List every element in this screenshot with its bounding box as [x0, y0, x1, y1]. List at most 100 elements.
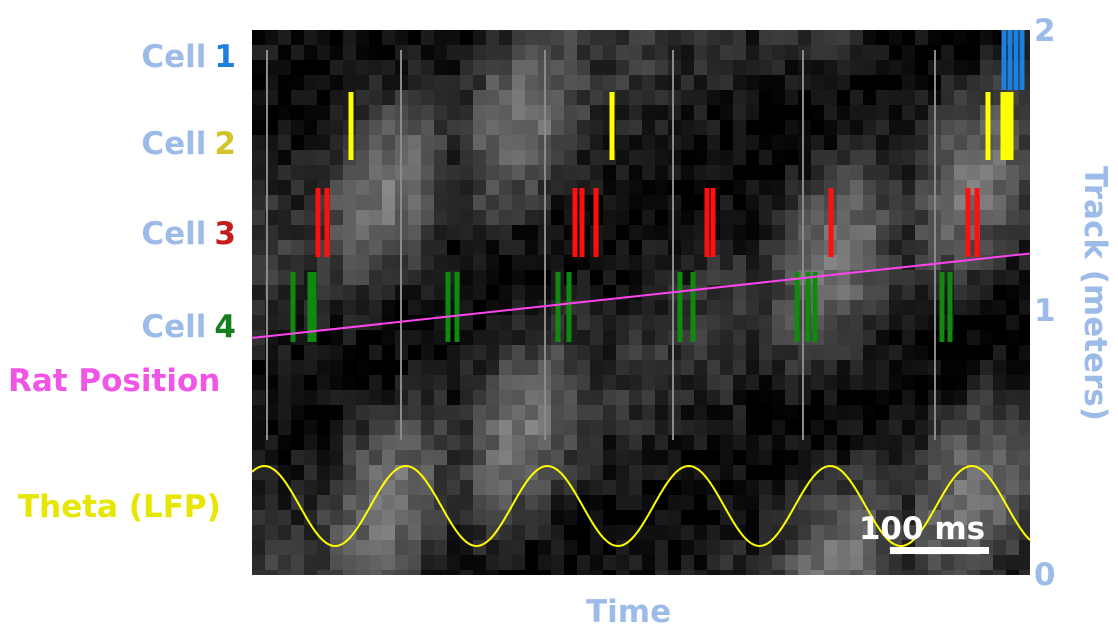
- cell-2-label: Cell 2: [6, 129, 236, 160]
- heatmap-cell: [473, 105, 486, 120]
- heatmap-cell: [733, 180, 746, 195]
- heatmap-cell: [499, 435, 512, 450]
- heatmap-cell: [265, 285, 278, 300]
- spike-cell-4: [454, 272, 460, 342]
- heatmap-cell: [772, 270, 785, 285]
- heatmap-cell: [408, 540, 421, 555]
- heatmap-cell: [681, 540, 694, 555]
- heatmap-cell: [1006, 480, 1019, 495]
- heatmap-cell: [330, 525, 343, 540]
- heatmap-cell: [720, 375, 733, 390]
- heatmap-cell: [681, 195, 694, 210]
- heatmap-cell: [395, 570, 408, 575]
- heatmap-cell: [941, 525, 954, 540]
- heatmap-cell: [837, 420, 850, 435]
- heatmap-cell: [473, 540, 486, 555]
- heatmap-cell: [785, 405, 798, 420]
- heatmap-cell: [577, 345, 590, 360]
- heatmap-cell: [382, 330, 395, 345]
- heatmap-cell: [720, 540, 733, 555]
- heatmap-cell: [265, 390, 278, 405]
- heatmap-cell: [772, 285, 785, 300]
- heatmap-cell: [616, 195, 629, 210]
- heatmap-cell: [512, 405, 525, 420]
- heatmap-cell: [577, 150, 590, 165]
- heatmap-cell: [551, 555, 564, 570]
- heatmap-cell: [759, 375, 772, 390]
- heatmap-cell: [460, 525, 473, 540]
- heatmap-cell: [915, 75, 928, 90]
- heatmap-cell: [369, 435, 382, 450]
- heatmap-cell: [759, 390, 772, 405]
- heatmap-cell: [512, 165, 525, 180]
- heatmap-cell: [1019, 480, 1030, 495]
- heatmap-cell: [356, 300, 369, 315]
- heatmap-cell: [408, 105, 421, 120]
- heatmap-cell: [759, 435, 772, 450]
- heatmap-cell: [954, 345, 967, 360]
- heatmap-cell: [369, 495, 382, 510]
- heatmap-cell: [902, 525, 915, 540]
- heatmap-cell: [954, 495, 967, 510]
- heatmap-cell: [434, 285, 447, 300]
- heatmap-cell: [746, 555, 759, 570]
- heatmap-cell: [421, 135, 434, 150]
- heatmap-cell: [655, 240, 668, 255]
- heatmap-cell: [655, 225, 668, 240]
- heatmap-cell: [889, 270, 902, 285]
- heatmap-cell: [538, 540, 551, 555]
- heatmap-cell: [252, 270, 265, 285]
- heatmap-cell: [889, 225, 902, 240]
- heatmap-cell: [733, 345, 746, 360]
- heatmap-cell: [720, 60, 733, 75]
- heatmap-cell: [278, 150, 291, 165]
- heatmap-cell: [525, 120, 538, 135]
- heatmap-cell: [408, 435, 421, 450]
- heatmap-cell: [668, 540, 681, 555]
- heatmap-cell: [681, 480, 694, 495]
- heatmap-cell: [330, 210, 343, 225]
- heatmap-cell: [941, 405, 954, 420]
- heatmap-cell: [889, 45, 902, 60]
- heatmap-cell: [343, 210, 356, 225]
- heatmap-cell: [889, 465, 902, 480]
- heatmap-cell: [278, 75, 291, 90]
- heatmap-cell: [278, 495, 291, 510]
- heatmap-cell: [642, 480, 655, 495]
- heatmap-cell: [317, 495, 330, 510]
- heatmap-cell: [889, 405, 902, 420]
- heatmap-cell: [733, 270, 746, 285]
- heatmap-cell: [720, 435, 733, 450]
- heatmap-cell: [980, 30, 993, 45]
- heatmap-cell: [499, 75, 512, 90]
- heatmap-cell: [889, 60, 902, 75]
- heatmap-cell: [564, 525, 577, 540]
- heatmap-cell: [941, 495, 954, 510]
- heatmap-cell: [564, 555, 577, 570]
- heatmap-cell: [720, 180, 733, 195]
- heatmap-cell: [408, 225, 421, 240]
- heatmap-cell: [655, 45, 668, 60]
- heatmap-cell: [980, 180, 993, 195]
- heatmap-cell: [265, 90, 278, 105]
- heatmap-cell: [369, 105, 382, 120]
- heatmap-cell: [551, 45, 564, 60]
- heatmap-cell: [434, 360, 447, 375]
- heatmap-cell: [837, 225, 850, 240]
- heatmap-cell: [616, 165, 629, 180]
- heatmap-cell: [876, 210, 889, 225]
- heatmap-cell: [343, 330, 356, 345]
- heatmap-cell: [889, 420, 902, 435]
- heatmap-cell: [1019, 330, 1030, 345]
- heatmap-cell: [382, 480, 395, 495]
- heatmap-cell: [486, 30, 499, 45]
- heatmap-cell: [967, 285, 980, 300]
- heatmap-cell: [252, 420, 265, 435]
- heatmap-cell: [902, 300, 915, 315]
- heatmap-cell: [447, 360, 460, 375]
- heatmap-cell: [252, 390, 265, 405]
- heatmap-cell: [681, 60, 694, 75]
- heatmap-cell: [252, 375, 265, 390]
- heatmap-cell: [304, 405, 317, 420]
- heatmap-cell: [681, 495, 694, 510]
